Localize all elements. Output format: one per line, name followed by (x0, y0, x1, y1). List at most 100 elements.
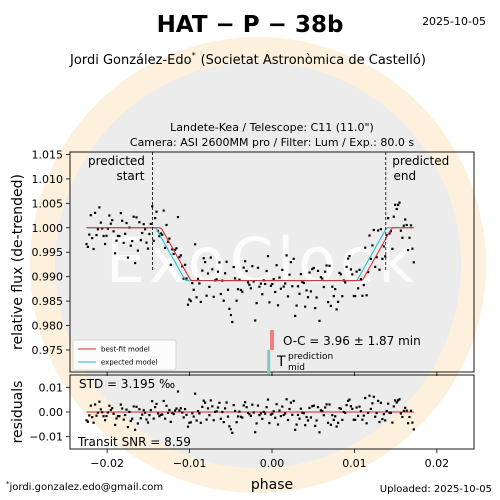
flux-point (98, 206, 101, 209)
flux-point (172, 252, 175, 256)
flux-point (89, 214, 92, 217)
residual-point (106, 411, 109, 414)
residual-point (409, 409, 413, 412)
y-tick-label: 0.975 (32, 344, 64, 357)
residual-point (204, 401, 207, 404)
flux-point (94, 211, 97, 214)
residuals-y-ticks: −0.01 0.00 0.01 (29, 381, 70, 444)
flux-point (144, 228, 147, 231)
residual-point (359, 410, 362, 413)
x-tick-label: −0.02 (90, 457, 124, 470)
oc-value-text: O-C = 3.96 ± 1.87 min (283, 334, 421, 348)
residual-point (325, 403, 328, 406)
residual-point (357, 414, 360, 417)
residual-point (232, 404, 235, 407)
flux-point (369, 257, 372, 260)
residual-point (114, 423, 117, 426)
flux-point (266, 255, 270, 258)
flux-point (246, 281, 250, 284)
flux-point (226, 288, 230, 291)
flux-point (258, 285, 261, 288)
flux-point (149, 222, 152, 225)
flux-point (371, 244, 374, 247)
flux-point (254, 319, 257, 322)
flux-point (232, 265, 235, 269)
residual-point (188, 421, 191, 424)
flux-point (344, 281, 347, 284)
residual-point (276, 423, 280, 426)
residual-point (95, 414, 98, 417)
residual-point (387, 402, 390, 405)
flux-point (224, 272, 227, 275)
residual-point (305, 415, 308, 419)
residual-point (141, 413, 144, 416)
flux-point (139, 239, 142, 242)
residual-point (367, 411, 370, 414)
residual-point (331, 414, 334, 417)
y-axis-label-residuals: residuals (10, 381, 26, 444)
flux-point (132, 215, 135, 218)
residual-point (335, 425, 338, 428)
residual-point (198, 412, 201, 415)
flux-point (99, 221, 102, 224)
flux-point (359, 278, 362, 281)
residual-point (321, 409, 324, 413)
flux-point (205, 294, 208, 297)
residual-point (254, 431, 257, 434)
residual-point (369, 407, 372, 410)
observer-footnote-mark: * (192, 51, 196, 60)
flux-point (374, 265, 377, 268)
flux-point (311, 268, 314, 271)
model-curves (86, 227, 414, 282)
residual-point (99, 408, 102, 411)
flux-point (391, 247, 394, 250)
flux-point (305, 289, 308, 292)
residual-point (256, 404, 260, 407)
flux-point (151, 205, 154, 208)
residual-point (121, 407, 124, 410)
flux-point (86, 245, 89, 248)
flux-point (294, 314, 297, 317)
flux-point (171, 248, 174, 251)
residual-point (144, 411, 147, 414)
observation-date: 2025-10-05 (422, 15, 486, 28)
flux-point (375, 256, 378, 259)
residual-points (85, 390, 415, 434)
residual-point (292, 399, 295, 403)
residual-point (312, 404, 315, 407)
flux-point (238, 278, 241, 281)
residual-point (238, 410, 241, 413)
flux-point (124, 232, 127, 235)
flux-point (351, 273, 354, 276)
flux-point (357, 287, 360, 290)
residual-point (368, 394, 371, 397)
residual-point (291, 413, 294, 416)
flux-point (182, 277, 185, 280)
flux-point (125, 221, 128, 225)
residual-point (375, 412, 378, 415)
x-tick-label: 0.02 (425, 457, 450, 470)
flux-point (389, 230, 392, 233)
residual-point (85, 419, 88, 422)
residual-point (365, 422, 368, 425)
flux-point (188, 298, 191, 301)
residual-point (306, 419, 310, 422)
residual-point (404, 406, 407, 409)
flux-point (368, 234, 371, 237)
residual-point (186, 425, 190, 428)
flux-point (377, 229, 380, 232)
residual-point (364, 396, 367, 400)
residual-point (248, 413, 251, 416)
residual-point (125, 408, 128, 411)
flux-point (329, 304, 332, 307)
flux-point (222, 299, 225, 302)
flux-point (404, 218, 407, 221)
residual-point (116, 415, 119, 418)
residual-point (348, 398, 351, 401)
residual-point (105, 414, 108, 418)
x-tick-label: −0.01 (173, 457, 207, 470)
residual-point (208, 414, 211, 417)
residual-point (209, 399, 212, 402)
residual-point (219, 417, 222, 420)
flux-point (372, 228, 375, 232)
